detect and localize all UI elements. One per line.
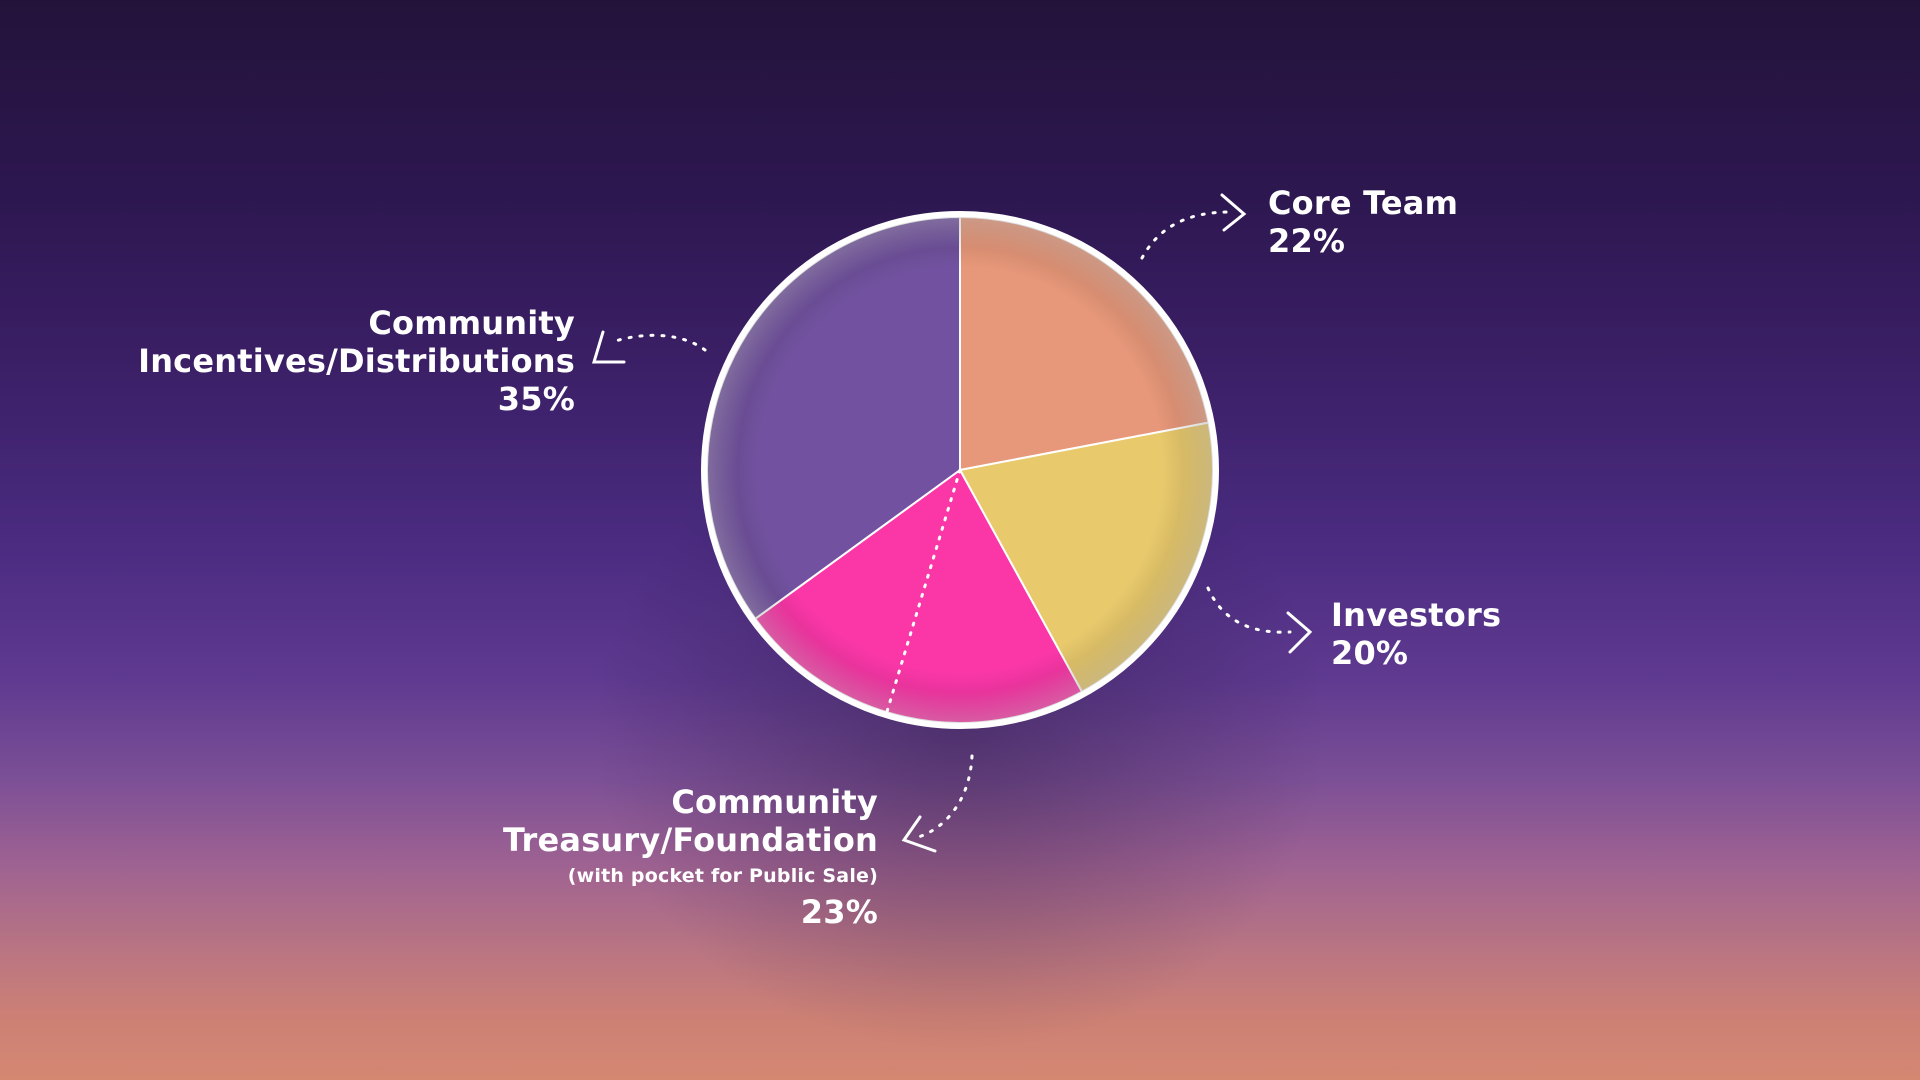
investors-label: Investors 20%: [1331, 596, 1501, 672]
treasury-title-line1: Community: [671, 783, 878, 821]
public-sale-pocket-divider: [884, 468, 962, 717]
treasury-percent: 23%: [800, 893, 878, 931]
treasury-title-line2: Treasury/Foundation: [503, 821, 878, 859]
investors-percent: 20%: [1331, 634, 1409, 672]
incentives-percent: 35%: [497, 380, 575, 418]
treasury-label: Community Treasury/Foundation (with pock…: [503, 783, 878, 931]
core-team-percent: 22%: [1268, 222, 1346, 260]
investors-title: Investors: [1331, 596, 1502, 634]
incentives-title-line1: Community: [368, 304, 575, 342]
incentives-title-line2: Incentives/Distributions: [138, 342, 575, 380]
core-team-label: Core Team 22%: [1268, 184, 1458, 260]
incentives-label: Community Incentives/Distributions 35%: [138, 304, 575, 418]
core-team-title: Core Team: [1268, 184, 1459, 222]
incentives-arrow: [591, 330, 707, 364]
treasury-arrow: [901, 754, 974, 853]
treasury-note: (with pocket for Public Sale): [567, 865, 878, 887]
pie-border: [701, 211, 1219, 729]
investors-arrow: [1206, 586, 1313, 654]
core-team-arrow: [1140, 193, 1247, 260]
